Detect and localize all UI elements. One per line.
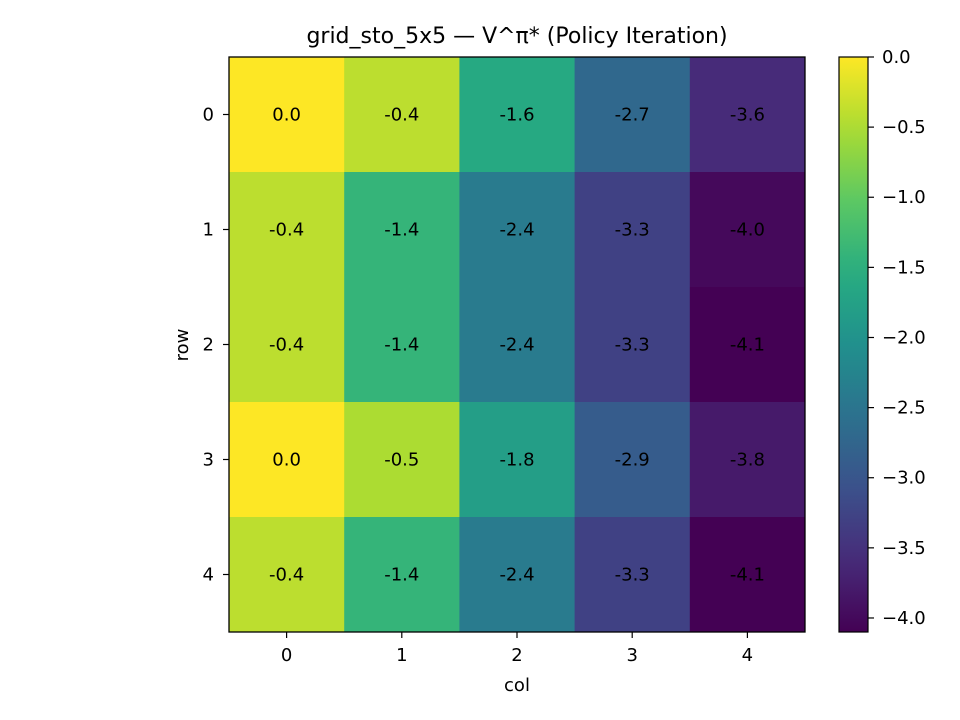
cell-label-r0-c3: -2.7: [615, 105, 650, 126]
cell-label-r4-c2: -2.4: [499, 565, 534, 586]
heatmap-cell-r0-c3: [574, 57, 691, 173]
cell-label-r3-c3: -2.9: [615, 450, 650, 471]
heatmap-cell-r2-c3: [574, 287, 691, 403]
y-tick-label-4: 4: [203, 565, 214, 586]
cell-label-r4-c1: -1.4: [384, 565, 419, 586]
heatmap-cell-r3-c1: [344, 402, 460, 518]
heatmap-cell-r4-c2: [459, 517, 576, 633]
y-tick-label-2: 2: [203, 335, 214, 356]
heatmap-cell-r4-c4: [689, 517, 806, 633]
cell-label-r3-c1: -0.5: [384, 450, 419, 471]
heatmap-cell-r3-c2: [459, 402, 576, 518]
heatmap-cell-r2-c1: [344, 287, 460, 403]
y-tick-label-3: 3: [203, 450, 214, 471]
cell-label-r2-c2: -2.4: [499, 335, 534, 356]
heatmap-cell-r0-c4: [689, 57, 806, 173]
colorbar-tick-label-8: −4.0: [882, 608, 926, 629]
cell-label-r3-c4: -3.8: [730, 450, 765, 471]
y-tick-label-0: 0: [203, 105, 214, 126]
x-tick-label-4: 4: [742, 645, 753, 666]
y-axis-label: row: [172, 329, 193, 362]
x-axis-label: col: [504, 675, 530, 696]
chart-title: grid_sto_5x5 — V^π* (Policy Iteration): [306, 24, 727, 49]
heatmap-cell-r2-c0: [229, 287, 345, 403]
cell-label-r2-c1: -1.4: [384, 335, 419, 356]
colorbar-tick-label-0: 0.0: [882, 47, 911, 68]
cell-label-r1-c4: -4.0: [730, 220, 765, 241]
cell-label-r2-c4: -4.1: [730, 335, 765, 356]
heatmap-cells: [229, 57, 806, 633]
x-tick-label-2: 2: [511, 645, 522, 666]
heatmap-cell-r2-c2: [459, 287, 576, 403]
colorbar-tick-label-4: −2.0: [882, 327, 926, 348]
y-tick-label-1: 1: [203, 220, 214, 241]
colorbar-tick-label-1: −0.5: [882, 117, 926, 138]
cell-label-r4-c0: -0.4: [269, 565, 304, 586]
colorbar-tick-label-3: −1.5: [882, 257, 926, 278]
cell-labels: 0.0 -0.4 -1.6 -2.7 -3.6 -0.4 -1.4 -2.4 -3.3 -4.0 -…: [269, 105, 765, 586]
heatmap-cell-r0-c2: [459, 57, 576, 173]
cell-label-r0-c1: -0.4: [384, 105, 419, 126]
colorbar: [839, 57, 868, 632]
x-tick-label-3: 3: [626, 645, 637, 666]
heatmap-cell-r1-c1: [344, 172, 460, 288]
cell-label-r4-c3: -3.3: [615, 565, 650, 586]
heatmap-cell-r0-c1: [344, 57, 460, 173]
heatmap-cell-r1-c4: [689, 172, 806, 288]
heatmap-cell-r3-c4: [689, 402, 806, 518]
cell-label-r3-c2: -1.8: [499, 450, 534, 471]
heatmap-cell-r3-c0: [229, 402, 345, 518]
cell-label-r3-c0: 0.0: [272, 450, 301, 471]
cell-label-r0-c2: -1.6: [499, 105, 534, 126]
colorbar-tick-label-7: −3.5: [882, 538, 926, 559]
cell-label-r1-c1: -1.4: [384, 220, 419, 241]
cell-label-r4-c4: -4.1: [730, 565, 765, 586]
x-tick-label-0: 0: [281, 645, 292, 666]
x-tick-label-1: 1: [396, 645, 407, 666]
cell-label-r2-c3: -3.3: [615, 335, 650, 356]
cell-label-r1-c0: -0.4: [269, 220, 304, 241]
heatmap-cell-r2-c4: [689, 287, 806, 403]
heatmap-cell-r4-c1: [344, 517, 460, 633]
cell-label-r1-c2: -2.4: [499, 220, 534, 241]
heatmap-cell-r0-c0: [229, 57, 345, 173]
cell-label-r0-c4: -3.6: [730, 105, 765, 126]
cell-label-r0-c0: 0.0: [272, 105, 301, 126]
heatmap-cell-r4-c3: [574, 517, 691, 633]
colorbar-tick-label-5: −2.5: [882, 398, 926, 419]
cell-label-r1-c3: -3.3: [615, 220, 650, 241]
heatmap-cell-r4-c0: [229, 517, 345, 633]
colorbar-tick-label-2: −1.0: [882, 187, 926, 208]
heatmap-cell-r1-c3: [574, 172, 691, 288]
colorbar-tick-label-6: −3.0: [882, 468, 926, 489]
heatmap-cell-r1-c0: [229, 172, 345, 288]
heatmap-cell-r1-c2: [459, 172, 576, 288]
heatmap-cell-r3-c3: [574, 402, 691, 518]
cell-label-r2-c0: -0.4: [269, 335, 304, 356]
colorbar-frame: [838, 56, 869, 633]
